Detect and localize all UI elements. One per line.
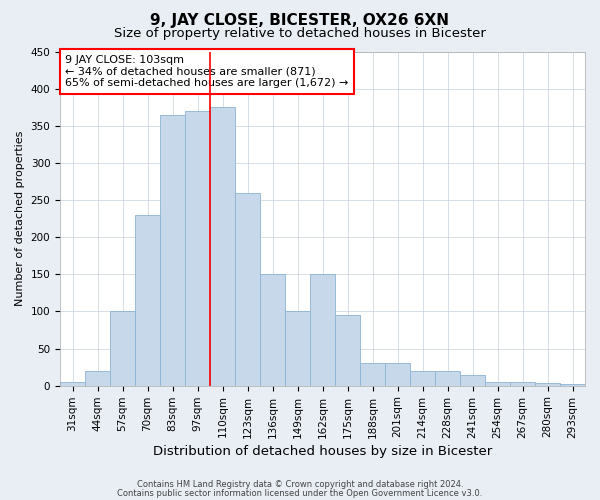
X-axis label: Distribution of detached houses by size in Bicester: Distribution of detached houses by size … [153, 444, 492, 458]
Bar [235, 192, 260, 386]
Bar [135, 215, 160, 386]
Bar [160, 114, 185, 386]
Bar [385, 364, 410, 386]
Bar [310, 274, 335, 386]
Bar [260, 274, 285, 386]
Bar [60, 382, 85, 386]
Bar [410, 371, 435, 386]
Bar [360, 364, 385, 386]
Bar [285, 312, 310, 386]
Bar [435, 371, 460, 386]
Bar [110, 312, 135, 386]
Bar [85, 371, 110, 386]
Text: 9, JAY CLOSE, BICESTER, OX26 6XN: 9, JAY CLOSE, BICESTER, OX26 6XN [151, 12, 449, 28]
Text: Contains public sector information licensed under the Open Government Licence v3: Contains public sector information licen… [118, 488, 482, 498]
Bar [335, 315, 360, 386]
Bar [485, 382, 510, 386]
Bar [460, 374, 485, 386]
Y-axis label: Number of detached properties: Number of detached properties [15, 131, 25, 306]
Bar [535, 384, 560, 386]
Text: Size of property relative to detached houses in Bicester: Size of property relative to detached ho… [114, 28, 486, 40]
Text: Contains HM Land Registry data © Crown copyright and database right 2024.: Contains HM Land Registry data © Crown c… [137, 480, 463, 489]
Bar [560, 384, 585, 386]
Bar [185, 111, 210, 386]
Bar [210, 107, 235, 386]
Bar [510, 382, 535, 386]
Text: 9 JAY CLOSE: 103sqm
← 34% of detached houses are smaller (871)
65% of semi-detac: 9 JAY CLOSE: 103sqm ← 34% of detached ho… [65, 55, 349, 88]
